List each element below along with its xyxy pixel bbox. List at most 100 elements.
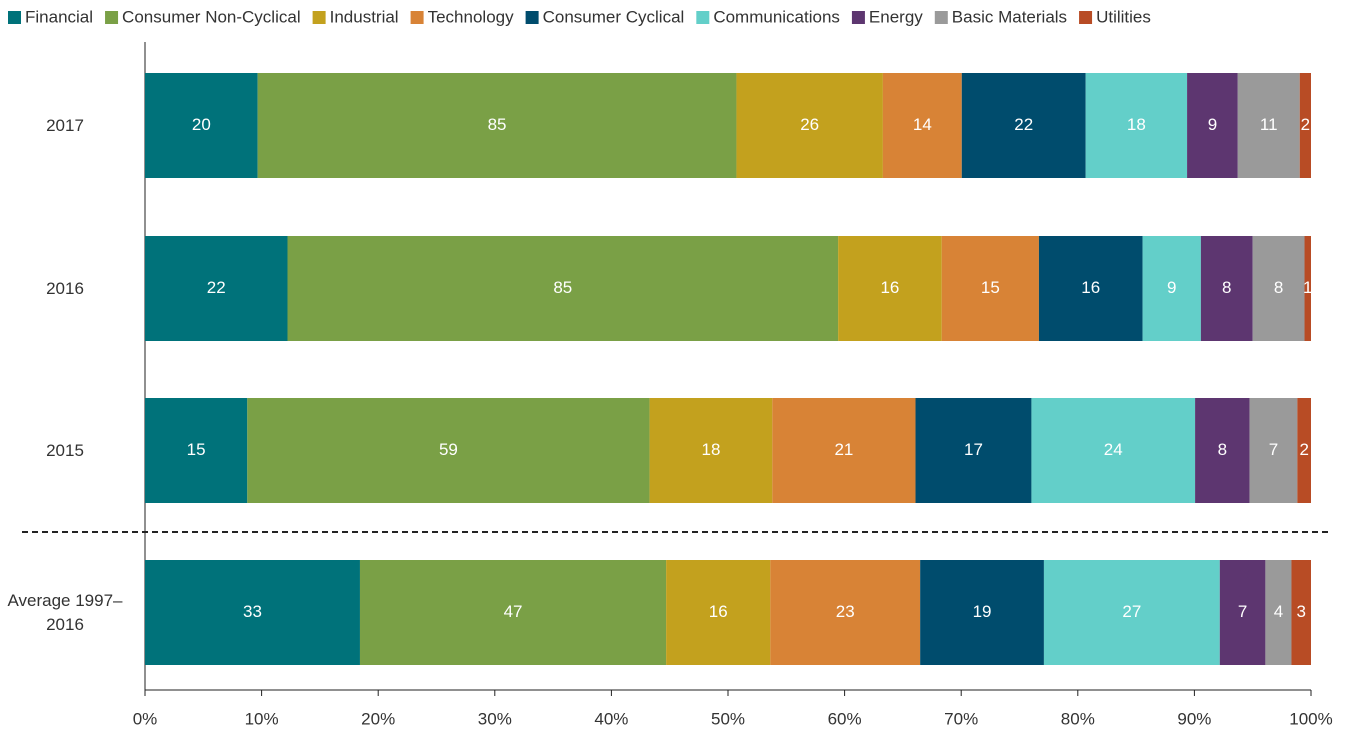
- bar-segment: [961, 73, 1086, 178]
- bar-segment: [1038, 236, 1143, 341]
- data-label: 8: [1274, 278, 1283, 297]
- data-label: 15: [187, 440, 206, 459]
- bar-segment: [920, 560, 1044, 665]
- data-label: 4: [1274, 602, 1283, 621]
- bar-segment: [145, 73, 258, 178]
- y-tick-label: Average 1997–2016: [7, 590, 123, 634]
- bar-segment: [1249, 398, 1298, 503]
- legend-swatch: [312, 11, 326, 24]
- bar-segment: [1219, 560, 1266, 665]
- bar-segment: [915, 398, 1032, 503]
- x-tick-label: 10%: [245, 709, 279, 728]
- data-label: 3: [1296, 602, 1305, 621]
- data-label: 85: [488, 115, 507, 134]
- y-tick-label: 2015: [46, 440, 84, 460]
- legend-label: Basic Materials: [952, 7, 1067, 26]
- bar-segment: [770, 560, 921, 665]
- legend-label: Consumer Non-Cyclical: [122, 7, 301, 26]
- bar-segment: [247, 398, 650, 503]
- legend-swatch: [105, 11, 119, 24]
- bar-segment: [1291, 560, 1311, 665]
- bar-segment: [145, 398, 248, 503]
- bar-segment: [1142, 236, 1201, 341]
- bar-segment: [882, 73, 962, 178]
- bar-segment: [145, 236, 288, 341]
- legend-label: Industrial: [330, 7, 399, 26]
- legend-swatch: [696, 11, 710, 24]
- legend-label: Energy: [869, 7, 923, 26]
- legend-label: Utilities: [1096, 7, 1151, 26]
- bar-segment: [1195, 398, 1250, 503]
- data-label: 15: [981, 278, 1000, 297]
- x-tick-label: 100%: [1289, 709, 1332, 728]
- data-label: 14: [913, 115, 932, 134]
- x-tick-label: 60%: [828, 709, 862, 728]
- data-label: 7: [1238, 602, 1247, 621]
- bar-segment: [666, 560, 771, 665]
- data-label: 21: [834, 440, 853, 459]
- data-label: 24: [1104, 440, 1123, 459]
- data-label: 85: [553, 278, 572, 297]
- data-label: 9: [1167, 278, 1176, 297]
- x-tick-label: 90%: [1177, 709, 1211, 728]
- data-label: 7: [1269, 440, 1278, 459]
- data-label: 2: [1299, 440, 1308, 459]
- bar-segment: [1265, 560, 1292, 665]
- bar-segment: [1252, 236, 1305, 341]
- bar-segment: [1085, 73, 1188, 178]
- x-tick-label: 20%: [361, 709, 395, 728]
- data-label: 11: [1260, 115, 1278, 134]
- legend-swatch: [851, 11, 865, 24]
- bar-segment: [1043, 560, 1220, 665]
- data-label: 26: [800, 115, 819, 134]
- bar-segment: [1297, 398, 1311, 503]
- bar-segment: [1304, 236, 1311, 341]
- bar-segment: [838, 236, 942, 341]
- data-label: 1: [1303, 278, 1312, 297]
- data-label: 17: [964, 440, 983, 459]
- y-tick-label: 2017: [46, 115, 84, 135]
- x-tick-label: 80%: [1061, 709, 1095, 728]
- bar-segment: [736, 73, 883, 178]
- data-label: 22: [207, 278, 226, 297]
- bar-segment: [1299, 73, 1311, 178]
- bar-segment: [145, 560, 360, 665]
- data-label: 22: [1014, 115, 1033, 134]
- bar-segment: [359, 560, 667, 665]
- x-tick-label: 50%: [711, 709, 745, 728]
- legend-swatch: [1079, 11, 1093, 24]
- bar-segment: [941, 236, 1039, 341]
- legend-swatch: [8, 11, 21, 24]
- data-label: 16: [1081, 278, 1100, 297]
- data-label: 47: [504, 602, 523, 621]
- y-tick-label: 2016: [46, 278, 84, 298]
- data-label: 2: [1301, 115, 1310, 134]
- legend-label: Consumer Cyclical: [543, 7, 685, 26]
- data-label: 8: [1222, 278, 1231, 297]
- data-label: 33: [243, 602, 262, 621]
- legend-label: Communications: [713, 7, 840, 26]
- legend-swatch: [410, 11, 424, 24]
- bar-segment: [1237, 73, 1300, 178]
- legend-swatch: [525, 11, 539, 24]
- bar-segment: [1200, 236, 1253, 341]
- data-label: 19: [973, 602, 992, 621]
- bar-segment: [287, 236, 839, 341]
- data-label: 16: [709, 602, 728, 621]
- legend-label: Technology: [428, 7, 515, 26]
- x-tick-label: 30%: [478, 709, 512, 728]
- x-tick-label: 40%: [594, 709, 628, 728]
- legend-label: Financial: [25, 7, 93, 26]
- bar-segment: [649, 398, 773, 503]
- legend-swatch: [934, 11, 948, 24]
- bar-segment: [257, 73, 737, 178]
- data-label: 20: [192, 115, 211, 134]
- data-label: 18: [701, 440, 720, 459]
- data-label: 8: [1218, 440, 1227, 459]
- data-label: 9: [1208, 115, 1217, 134]
- data-label: 59: [439, 440, 458, 459]
- bar-segment: [772, 398, 916, 503]
- data-label: 23: [836, 602, 855, 621]
